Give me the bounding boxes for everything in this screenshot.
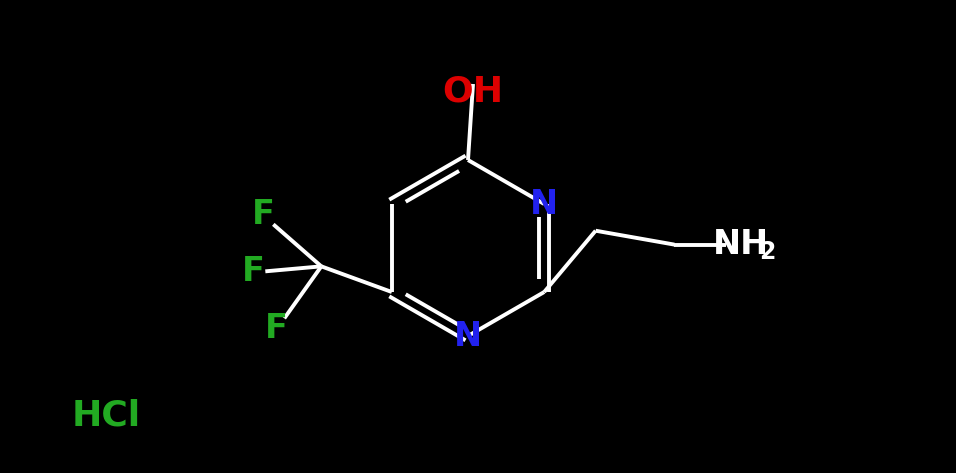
Text: F: F [251,198,274,231]
Text: F: F [242,255,265,288]
Text: HCl: HCl [72,398,141,432]
Text: OH: OH [443,75,504,109]
Text: N: N [454,319,482,352]
Text: F: F [265,312,288,345]
Text: N: N [531,187,558,220]
Text: NH: NH [713,228,770,261]
Text: 2: 2 [759,240,775,263]
